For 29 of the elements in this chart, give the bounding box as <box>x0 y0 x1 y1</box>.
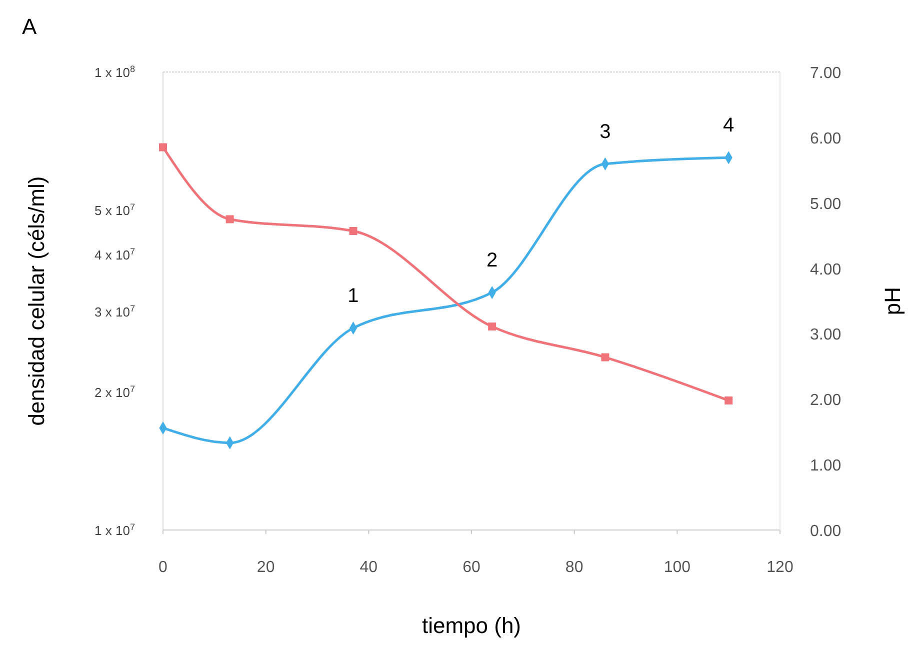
y2-tick-label: 6.00 <box>810 130 842 148</box>
y-tick-label: 1 x 10$^{8}$ <box>94 64 135 80</box>
y2-tick-label: 0.00 <box>810 523 842 540</box>
y2-tick-label: 1.00 <box>810 458 842 475</box>
annotation: 2 <box>486 250 498 272</box>
y-tick-label: 4 x 10$^{7}$ <box>94 246 135 262</box>
y-tick-label: 5 x 10$^{7}$ <box>94 202 135 218</box>
y-tick-label: 3 x 10$^{7}$ <box>94 303 135 320</box>
y-axis-title: densidad celular (céls/ml) <box>24 176 49 426</box>
x-tick-label: 100 <box>664 559 691 576</box>
y2-tick-label: 4.00 <box>810 261 842 278</box>
annotation: 4 <box>723 114 734 137</box>
x-tick-label: 0 <box>158 559 168 576</box>
y2-tick-label: 7.00 <box>810 65 842 82</box>
y-tick-label: 2 x 10$^{7}$ <box>94 384 135 400</box>
x-tick-label: 120 <box>766 559 794 576</box>
x-axis-title: tiempo (h) <box>422 613 522 638</box>
x-tick-label: 80 <box>565 559 584 576</box>
y2-tick-label: 3.00 <box>810 326 842 344</box>
x-tick-label: 20 <box>256 559 275 576</box>
y2-axis-title: pH <box>880 286 905 316</box>
annotation: 1 <box>348 285 359 308</box>
annotation: 3 <box>600 120 611 143</box>
x-tick-label: 60 <box>462 559 480 576</box>
chart-title: A <box>22 14 37 39</box>
y2-tick-label: 5.00 <box>810 196 842 213</box>
y-tick-label: 1 x 10$^{7}$ <box>94 522 135 538</box>
x-tick-label: 40 <box>360 559 378 576</box>
y2-tick-label: 2.00 <box>810 392 842 410</box>
